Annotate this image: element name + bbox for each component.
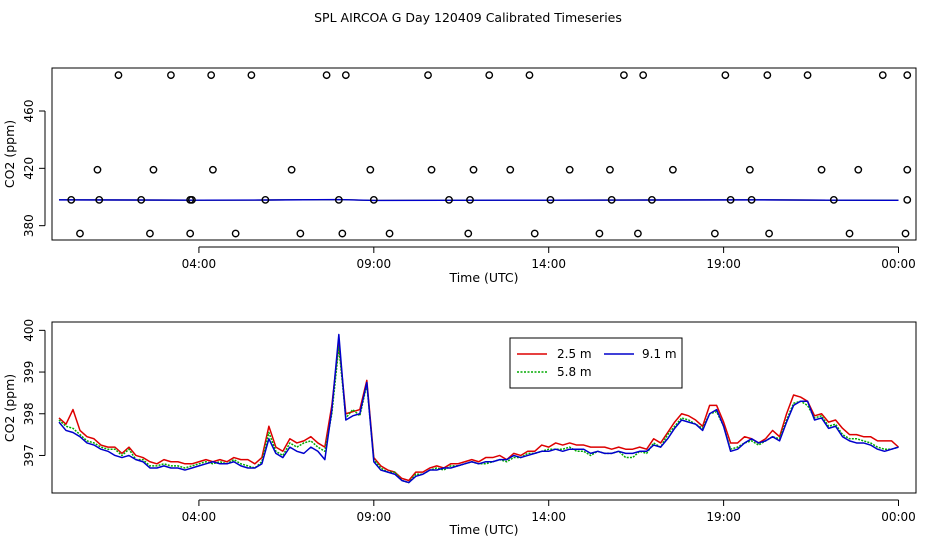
scatter-point <box>595 229 604 238</box>
scatter-point <box>93 165 102 174</box>
scatter-point <box>338 229 347 238</box>
top-plot-frame <box>51 67 917 241</box>
top-x-tick-label: 14:00 <box>531 257 566 271</box>
legend: 2.5 m 9.1 m 5.8 m <box>509 337 683 389</box>
scatter-point <box>668 165 677 174</box>
scatter-point <box>546 195 555 204</box>
scatter-point <box>146 229 154 238</box>
series-line-2-5-m <box>58 342 900 482</box>
scatter-point <box>207 71 216 80</box>
bottom-x-tick-label: 09:00 <box>357 510 392 524</box>
scatter-point <box>247 71 256 80</box>
scatter-point <box>445 195 453 204</box>
bottom-x-tick-label: 14:00 <box>531 510 566 524</box>
scatter-point <box>606 165 614 174</box>
top-x-axis-label: Time (UTC) <box>448 270 518 285</box>
scatter-point <box>639 71 648 80</box>
scatter-point <box>747 195 756 204</box>
legend-box <box>509 337 683 389</box>
scatter-point <box>67 195 76 204</box>
scatter-point <box>341 71 350 80</box>
legend-label-9-1m: 9.1 m <box>642 347 677 361</box>
scatter-point <box>565 165 574 174</box>
bottom-y-tick-label: 398 <box>22 402 36 425</box>
scatter-point <box>845 229 854 238</box>
scatter-point <box>903 195 912 204</box>
scatter-point <box>607 195 616 204</box>
scatter-point <box>745 165 754 174</box>
bottom-plot-frame <box>51 321 917 494</box>
scatter-point <box>296 229 305 238</box>
scatter-point <box>765 229 773 238</box>
scatter-point <box>385 229 394 238</box>
scatter-point <box>186 229 195 238</box>
scatter-point <box>427 165 436 174</box>
scatter-point <box>114 71 123 80</box>
legend-label-5-8m: 5.8 m <box>557 365 592 379</box>
baseline-line-blue <box>58 198 899 202</box>
scatter-point <box>485 71 494 80</box>
scatter-point <box>525 71 534 80</box>
scatter-point <box>188 195 196 204</box>
scatter-point <box>829 195 838 204</box>
top-y-axis-label: CO2 (ppm) <box>2 120 17 188</box>
scatter-point <box>424 71 432 80</box>
scatter-point <box>634 229 642 238</box>
top-x-tick-label: 19:00 <box>706 257 741 271</box>
scatter-point <box>817 165 826 174</box>
chart-title: SPL AIRCOA G Day 120409 Calibrated Times… <box>314 10 622 25</box>
bottom-x-axis-label: Time (UTC) <box>448 522 518 537</box>
bottom-y-tick-label: 399 <box>22 361 36 384</box>
bottom-x-tick-label: 04:00 <box>182 510 217 524</box>
scatter-point <box>721 71 730 80</box>
top-y-tick-label: 460 <box>22 100 36 123</box>
scatter-point <box>620 71 628 80</box>
top-x-tick-label: 04:00 <box>182 257 217 271</box>
legend-label-2-5m: 2.5 m <box>557 347 592 361</box>
scatter-point <box>464 229 473 238</box>
bottom-y-tick-label: 400 <box>22 319 36 342</box>
scatter-point <box>369 195 378 204</box>
scatter-point <box>878 71 887 80</box>
top-panel: 04:00 09:00 14:00 19:00 00:00 380 420 460 Time … <box>2 67 917 285</box>
scatter-point <box>648 195 656 204</box>
scatter-point <box>322 71 331 80</box>
scatter-point <box>287 165 296 174</box>
top-y-tick-label: 380 <box>22 214 36 237</box>
scatter-point <box>261 195 270 204</box>
scatter-point <box>334 195 343 204</box>
bottom-x-tick-label: 19:00 <box>706 510 741 524</box>
scatter-point <box>137 195 146 204</box>
scatter-point <box>803 71 812 80</box>
scatter-point <box>76 229 84 238</box>
scatter-point <box>95 195 104 204</box>
scatter-point <box>506 165 515 174</box>
scatter-point <box>231 229 240 238</box>
bottom-panel: 04:00 09:00 14:00 19:00 00:00 397 398 399 400 Ti… <box>2 319 917 537</box>
bottom-y-axis-label: CO2 (ppm) <box>2 374 17 442</box>
scatter-point <box>149 165 158 174</box>
series-line-9-1-m <box>58 333 899 484</box>
top-y-tick-label: 420 <box>22 157 36 180</box>
scatter-point <box>901 229 910 238</box>
scatter-point <box>469 165 478 174</box>
top-x-tick-label: 00:00 <box>881 257 916 271</box>
bottom-y-tick-label: 397 <box>22 444 36 467</box>
scatter-point <box>903 165 912 174</box>
scatter-point <box>726 195 735 204</box>
scatter-point <box>209 165 217 174</box>
scatter-point <box>854 165 863 174</box>
top-x-tick-label: 09:00 <box>357 257 392 271</box>
scatter-point <box>466 195 474 204</box>
scatter-point <box>710 229 719 238</box>
scatter-point <box>530 229 539 238</box>
scatter-point <box>763 71 772 80</box>
scatter-point <box>903 71 912 80</box>
bottom-x-tick-label: 00:00 <box>881 510 916 524</box>
scatter-point <box>167 71 175 80</box>
scatter-point <box>366 165 375 174</box>
